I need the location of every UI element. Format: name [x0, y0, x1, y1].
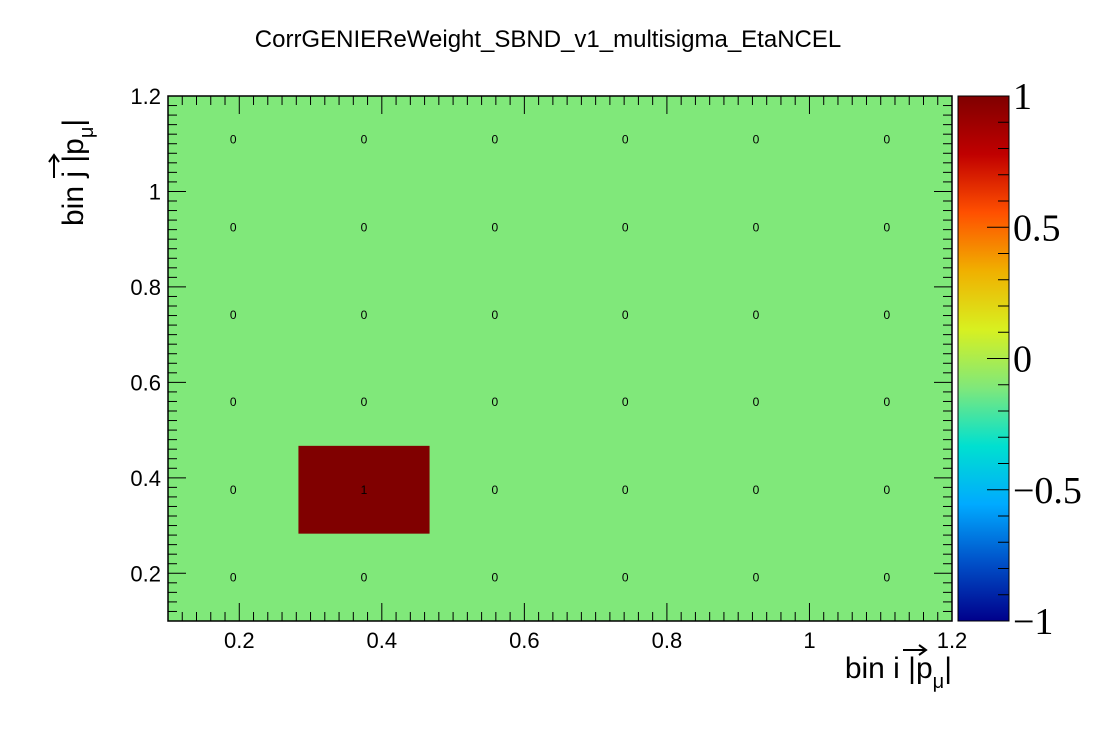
y-tick-label: 0.6	[130, 370, 161, 395]
cell-value-label: 0	[361, 220, 368, 234]
y-tick-label: 0.8	[130, 275, 161, 300]
cell-value-label: 0	[883, 570, 890, 584]
x-tick-label: 0.4	[367, 628, 398, 653]
y-tick-label: 0.2	[130, 561, 161, 586]
y-label-vector-arrow	[48, 153, 60, 178]
colorbar-tick-label: 1	[1013, 76, 1032, 118]
cell-value-label: 0	[622, 220, 629, 234]
y-tick-label: 1.2	[130, 84, 161, 109]
x-tick-label: 1.2	[937, 628, 968, 653]
heatmap-cell	[298, 445, 430, 534]
cell-value-label: 0	[491, 395, 498, 409]
x-axis-label: bin i |pμ|	[845, 652, 952, 693]
cell-value-label: 0	[361, 395, 368, 409]
chart-title: CorrGENIEReWeight_SBND_v1_multisigma_Eta…	[255, 26, 841, 53]
plot-frame	[167, 95, 953, 622]
y-axis: 0.2 0.4 0.6 0.8 1 1.2	[130, 84, 952, 622]
cell-value-label: 0	[753, 395, 760, 409]
cell-value-label: 0	[883, 308, 890, 322]
cell-labels: 0 0 0 0 0 0 0 1 0 0 0 0 0 0 0 0 0 0 0 0 0 0 0 0 0 0 0 0 0 0 0 0 0 0 0 0	[230, 133, 891, 585]
x-axis: 0.2 0.4 0.6 0.8 1 1.2	[167, 96, 968, 653]
cell-value-label: 0	[883, 220, 890, 234]
y-tick-label: 1	[149, 179, 161, 204]
x-tick-label: 1	[803, 628, 815, 653]
plot-area	[167, 95, 953, 622]
cell-value-label: 0	[230, 483, 237, 497]
cell-value-label: 0	[753, 483, 760, 497]
cell-value-label: 0	[491, 220, 498, 234]
x-tick-label: 0.6	[509, 628, 540, 653]
cell-value-label: 0	[230, 395, 237, 409]
cell-value-label: 0	[361, 570, 368, 584]
colorbar-tick-label: −1	[1013, 601, 1053, 643]
cell-value-label: 0	[622, 570, 629, 584]
cell-value-label: 0	[622, 395, 629, 409]
x-tick-label: 0.8	[652, 628, 683, 653]
y-axis-label: bin j |pμ|	[57, 119, 98, 226]
cell-value-label: 0	[753, 220, 760, 234]
plot-background	[168, 96, 952, 621]
colorbar: 1 0.5 0 −0.5 −1	[957, 76, 1082, 643]
x-label-vector-arrow	[903, 644, 928, 656]
colorbar-tick-label: 0	[1013, 339, 1032, 381]
cell-value-label: 0	[622, 133, 629, 147]
cell-value-label: 0	[622, 308, 629, 322]
cell-value-label: 0	[491, 570, 498, 584]
cell-value-label: 0	[230, 308, 237, 322]
cell-value-label: 0	[491, 483, 498, 497]
cell-value-label: 0	[883, 483, 890, 497]
cell-value-label: 0	[622, 483, 629, 497]
cell-value-label: 0	[883, 133, 890, 147]
colorbar-tick-label: 0.5	[1013, 207, 1061, 249]
cell-value-label: 1	[361, 483, 368, 497]
cell-value-label: 0	[753, 570, 760, 584]
cell-value-label: 0	[883, 395, 890, 409]
cell-value-label: 0	[491, 133, 498, 147]
y-tick-label: 0.4	[130, 466, 161, 491]
cell-value-label: 0	[230, 570, 237, 584]
cell-value-label: 0	[230, 220, 237, 234]
cell-value-label: 0	[491, 308, 498, 322]
cell-value-label: 0	[230, 133, 237, 147]
x-tick-label: 0.2	[224, 628, 255, 653]
cell-value-label: 0	[361, 308, 368, 322]
colorbar-tick-label: −0.5	[1013, 470, 1082, 512]
cell-value-label: 0	[753, 308, 760, 322]
cell-value-label: 0	[361, 133, 368, 147]
cell-value-label: 0	[753, 133, 760, 147]
